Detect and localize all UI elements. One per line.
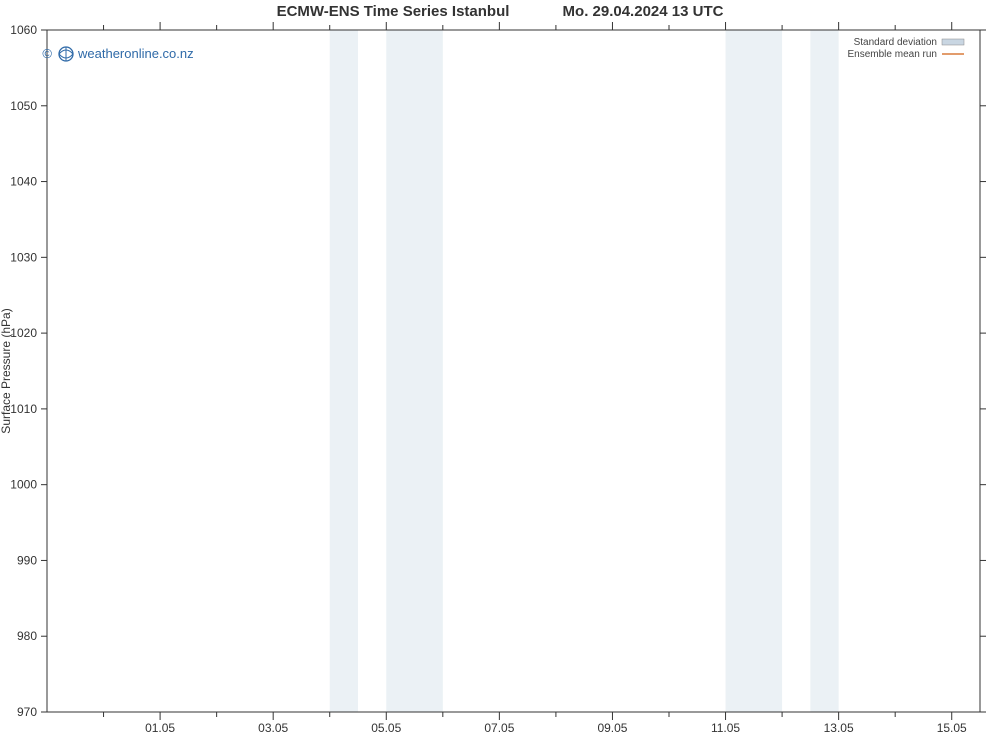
y-tick-label: 1010 <box>10 402 37 416</box>
y-tick-label: 1060 <box>10 23 37 37</box>
x-tick-label: 01.05 <box>145 721 175 733</box>
x-tick-label: 15.05 <box>937 721 967 733</box>
y-tick-label: 970 <box>17 705 37 719</box>
y-tick-label: 1050 <box>10 99 37 113</box>
legend-swatch <box>942 39 964 45</box>
x-tick-label: 05.05 <box>371 721 401 733</box>
pressure-chart: 970 980 990 1000 1010 1020 1030 1040 1050 1060 Sur… <box>0 0 1000 733</box>
x-tick-label: 07.05 <box>484 721 514 733</box>
shaded-band <box>330 30 358 712</box>
chart-title-right: Mo. 29.04.2024 13 UTC <box>563 3 724 20</box>
y-tick-label: 1020 <box>10 326 37 340</box>
shaded-band <box>810 30 838 712</box>
shaded-band <box>726 30 783 712</box>
chart-title-left: ECMW-ENS Time Series Istanbul <box>277 3 510 20</box>
y-tick-label: 980 <box>17 629 37 643</box>
y-tick-label: 1040 <box>10 175 37 189</box>
watermark-copyright: © <box>42 46 52 61</box>
y-tick-label: 1000 <box>10 478 37 492</box>
shaded-band <box>386 30 443 712</box>
x-tick-label: 03.05 <box>258 721 288 733</box>
y-tick-label: 1030 <box>10 250 37 264</box>
legend-label: Ensemble mean run <box>848 49 938 60</box>
x-tick-label: 11.05 <box>711 721 740 733</box>
y-axis-label: Surface Pressure (hPa) <box>0 308 13 433</box>
x-tick-label: 13.05 <box>824 721 854 733</box>
x-tick-label: 09.05 <box>597 721 627 733</box>
legend-label: Standard deviation <box>854 37 937 48</box>
y-tick-label: 990 <box>17 553 37 567</box>
watermark-text: weatheronline.co.nz <box>77 46 194 61</box>
